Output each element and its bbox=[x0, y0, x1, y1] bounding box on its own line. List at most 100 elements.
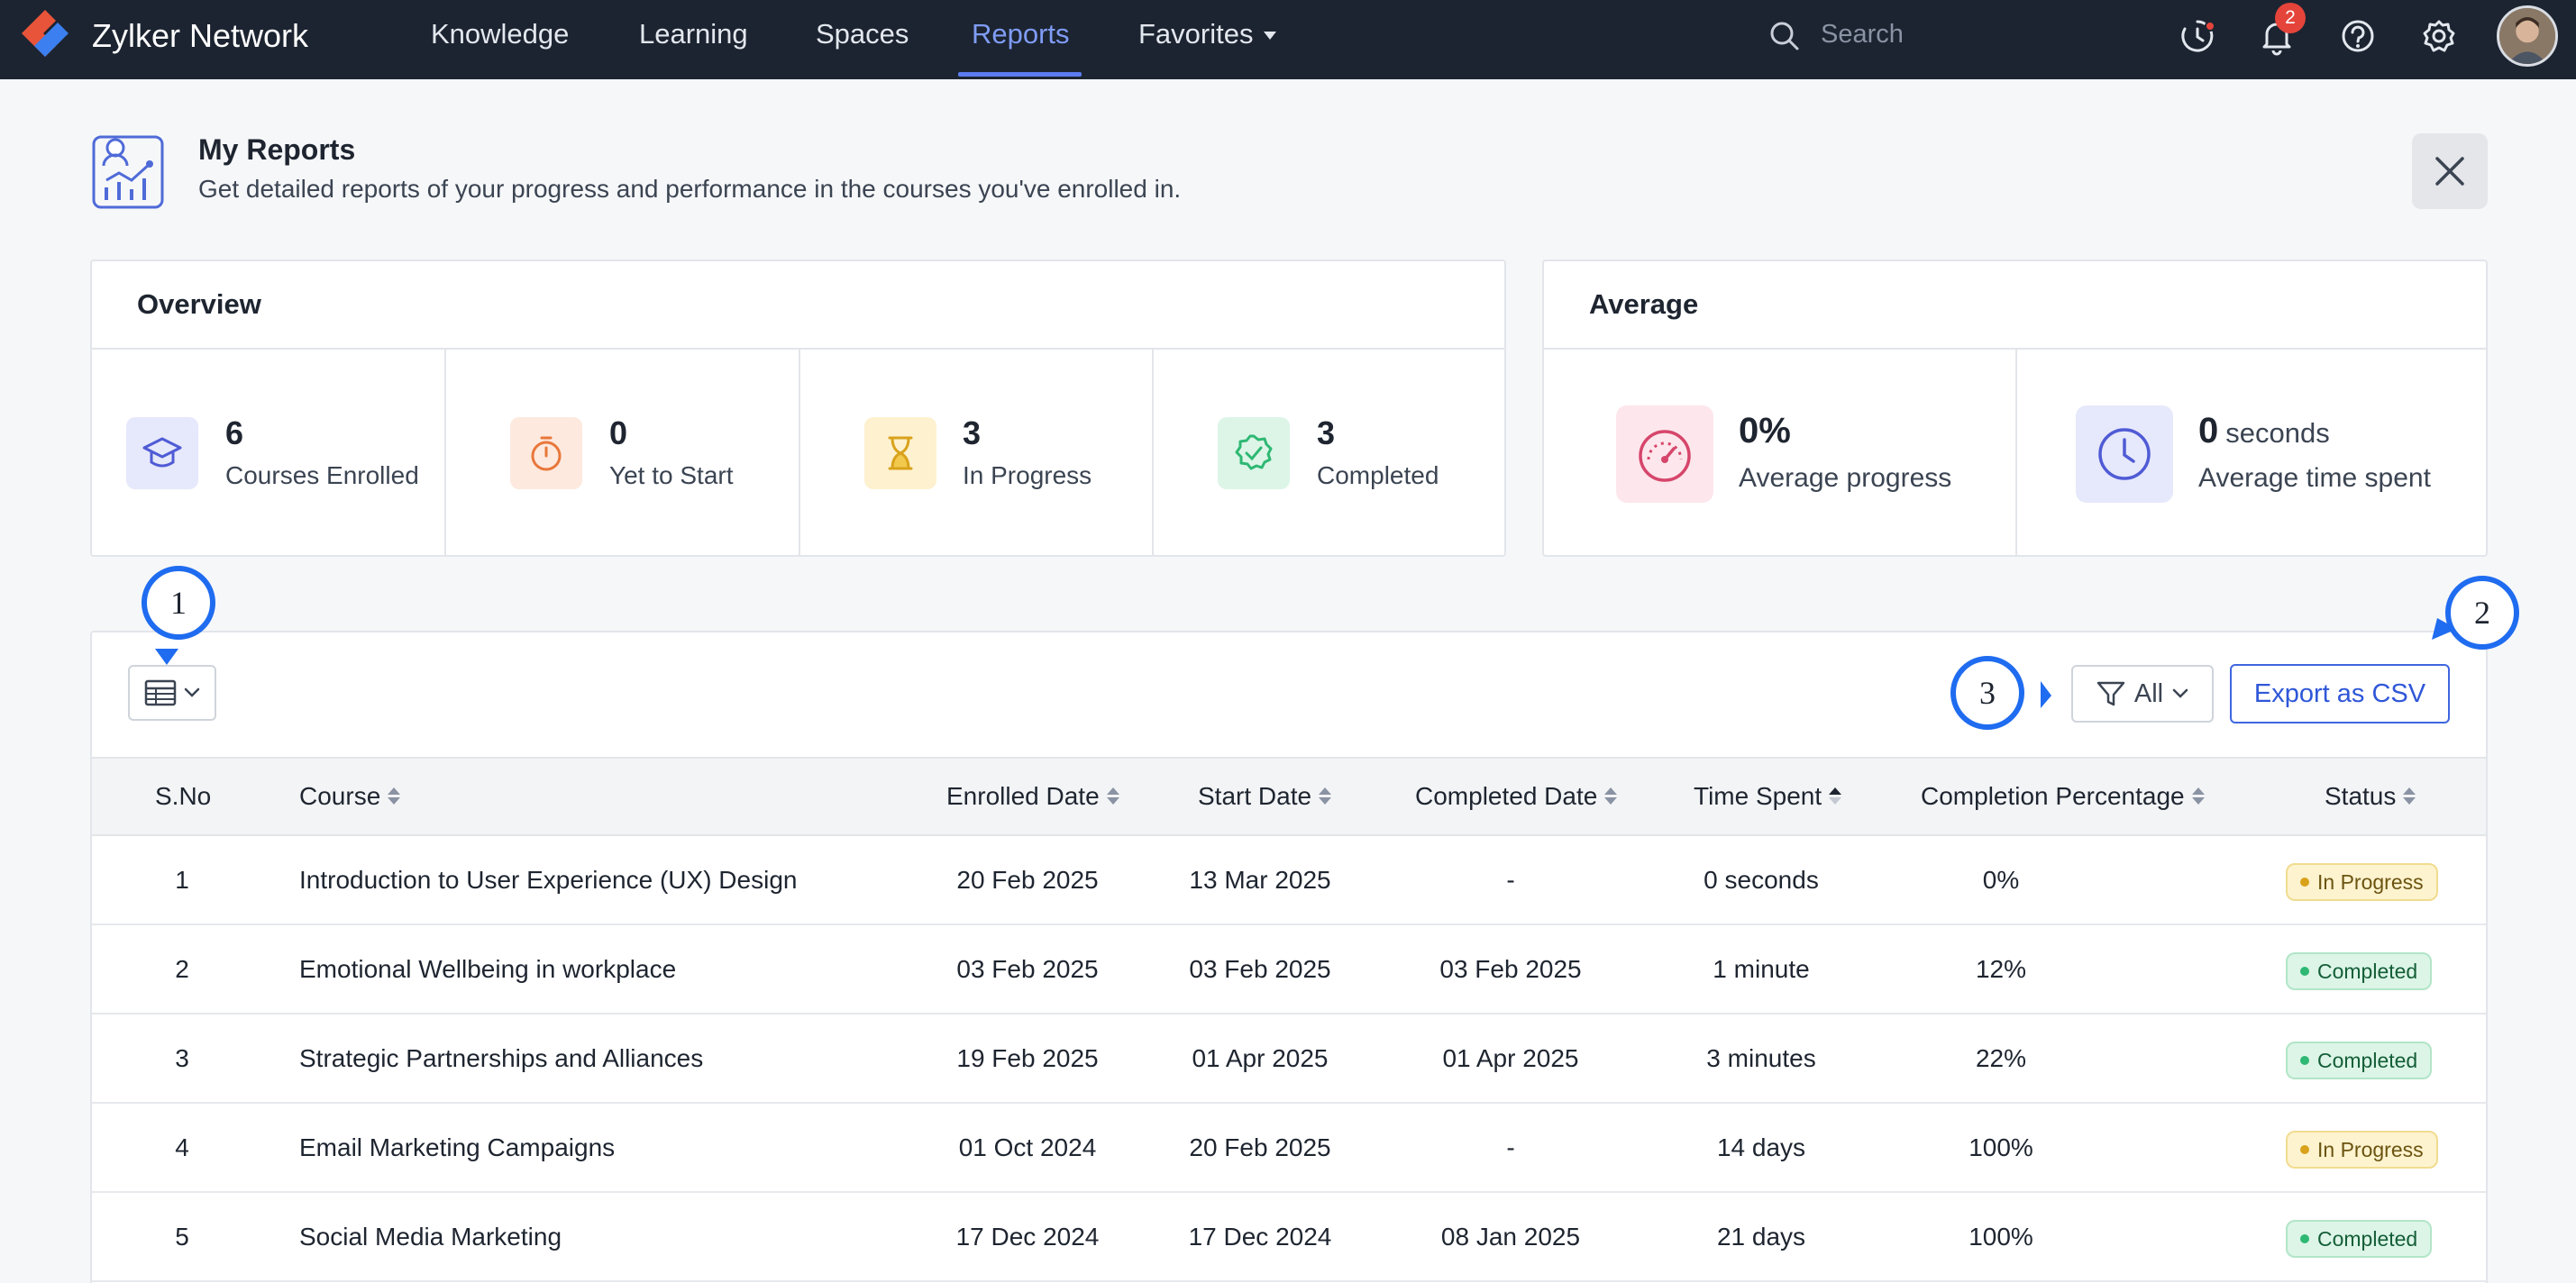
column-status[interactable]: Status bbox=[2325, 759, 2416, 834]
divider bbox=[2015, 350, 2017, 557]
in-progress-label: In Progress bbox=[963, 461, 1092, 489]
column-time-spent[interactable]: Time Spent bbox=[1694, 759, 1842, 834]
active-tab-indicator bbox=[958, 72, 1082, 77]
table-row[interactable]: 1 Introduction to User Experience (UX) D… bbox=[92, 836, 2486, 925]
status-dot bbox=[2300, 1055, 2309, 1065]
cell-enrolled-date: 19 Feb 2025 bbox=[956, 1044, 1099, 1072]
divider bbox=[444, 350, 446, 557]
column-sno[interactable]: S.No bbox=[155, 782, 212, 810]
cell-course[interactable]: Strategic Partnerships and Alliances bbox=[299, 1044, 704, 1072]
column-completion-percentage[interactable]: Completion Percentage bbox=[1921, 759, 2205, 834]
average-progress-label: Average progress bbox=[1739, 463, 1952, 493]
cell-completion-percentage: 100% bbox=[1969, 1133, 2033, 1161]
table-row[interactable]: 5 Social Media Marketing 17 Dec 2024 17 … bbox=[92, 1193, 2486, 1282]
callout-marker-1: 1 bbox=[142, 566, 215, 640]
status-badge: In Progress bbox=[2286, 1131, 2438, 1169]
nav-favorites[interactable]: Favorites bbox=[1138, 0, 1277, 79]
speedometer-icon bbox=[1616, 405, 1713, 503]
notification-badge: 2 bbox=[2275, 3, 2306, 33]
check-badge-icon bbox=[1218, 417, 1290, 489]
divider bbox=[1544, 348, 2486, 350]
average-time-value: 0 seconds bbox=[2198, 411, 2330, 451]
status-label: Completed bbox=[2317, 960, 2418, 983]
cell-time-spent: 0 seconds bbox=[1704, 866, 1819, 894]
cell-time-spent: 14 days bbox=[1716, 1133, 1806, 1161]
completed-count: 3 bbox=[1317, 414, 1336, 451]
average-title: Average bbox=[1589, 288, 1699, 320]
brand[interactable]: Zylker Network bbox=[16, 7, 308, 65]
column-start-label: Start Date bbox=[1198, 782, 1312, 810]
export-csv-button[interactable]: Export as CSV bbox=[2230, 664, 2450, 723]
divider bbox=[799, 350, 800, 557]
cell-course[interactable]: Introduction to User Experience (UX) Des… bbox=[299, 866, 798, 894]
page-subtitle: Get detailed reports of your progress an… bbox=[198, 175, 1182, 203]
cell-start-date: 03 Feb 2025 bbox=[1189, 955, 1331, 983]
close-button[interactable] bbox=[2412, 133, 2488, 209]
status-dot bbox=[2300, 966, 2309, 976]
average-progress-value: 0% bbox=[1739, 411, 1791, 450]
table-row[interactable]: 3 Strategic Partnerships and Alliances 1… bbox=[92, 1015, 2486, 1104]
search-icon[interactable] bbox=[1767, 18, 1803, 54]
cell-sno: 1 bbox=[175, 866, 189, 894]
cell-course[interactable]: Email Marketing Campaigns bbox=[299, 1133, 616, 1161]
table-view-icon bbox=[144, 679, 177, 706]
in-progress-count: 3 bbox=[963, 414, 982, 451]
cell-time-spent: 3 minutes bbox=[1706, 1044, 1816, 1072]
table-row[interactable]: 4 Email Marketing Campaigns 01 Oct 2024 … bbox=[92, 1104, 2486, 1193]
nav-learning[interactable]: Learning bbox=[639, 18, 748, 50]
nav-knowledge[interactable]: Knowledge bbox=[431, 18, 570, 50]
cell-start-date: 17 Dec 2024 bbox=[1188, 1223, 1332, 1251]
status-label: In Progress bbox=[2317, 1138, 2424, 1161]
column-completed-date[interactable]: Completed Date bbox=[1415, 759, 1618, 834]
column-start-date[interactable]: Start Date bbox=[1198, 759, 1332, 834]
status-badge: Completed bbox=[2286, 952, 2433, 990]
search-input[interactable]: Search bbox=[1821, 20, 1904, 49]
filter-icon bbox=[2096, 681, 2125, 706]
column-enrolled-label: Enrolled Date bbox=[946, 782, 1100, 810]
yet-to-start-label: Yet to Start bbox=[609, 461, 734, 489]
cell-course[interactable]: Social Media Marketing bbox=[299, 1223, 562, 1251]
callout-pointer bbox=[2432, 618, 2457, 640]
cell-start-date: 01 Apr 2025 bbox=[1192, 1044, 1329, 1072]
avatar[interactable] bbox=[2497, 5, 2558, 67]
cell-completion-percentage: 22% bbox=[1975, 1044, 2027, 1072]
reports-icon bbox=[92, 135, 164, 209]
cell-enrolled-date: 01 Oct 2024 bbox=[958, 1133, 1097, 1161]
column-enrolled-date[interactable]: Enrolled Date bbox=[946, 759, 1119, 834]
top-navigation-bar: Zylker Network Knowledge Learning Spaces… bbox=[0, 0, 2576, 79]
stopwatch-icon bbox=[510, 417, 582, 489]
cell-time-spent: 1 minute bbox=[1713, 955, 1810, 983]
chevron-down-icon bbox=[1264, 32, 1277, 41]
cell-completion-percentage: 12% bbox=[1975, 955, 2027, 983]
average-panel: Average 0% Average progress 0 seconds Ave… bbox=[1542, 259, 2488, 557]
callout-marker-2: 2 bbox=[2445, 576, 2519, 650]
status-dot bbox=[2300, 877, 2309, 887]
nav-favorites-label: Favorites bbox=[1138, 18, 1254, 50]
table-header: S.No Course Enrolled Date Start Date Com… bbox=[92, 757, 2486, 836]
gear-icon[interactable] bbox=[2419, 16, 2459, 56]
completed-label: Completed bbox=[1317, 461, 1439, 489]
average-time-label: Average time spent bbox=[2198, 463, 2431, 493]
cell-completed-date: - bbox=[1506, 1133, 1515, 1161]
cell-completed-date: - bbox=[1506, 866, 1515, 894]
cell-course[interactable]: Emotional Wellbeing in workplace bbox=[299, 955, 677, 983]
timer-alert-dot bbox=[2205, 21, 2215, 32]
sort-icon bbox=[1319, 787, 1332, 805]
view-switcher-button[interactable] bbox=[128, 665, 216, 721]
cell-completion-percentage: 100% bbox=[1969, 1223, 2033, 1251]
nav-reports[interactable]: Reports bbox=[972, 18, 1070, 50]
status-badge: Completed bbox=[2286, 1042, 2433, 1079]
column-pct-label: Completion Percentage bbox=[1921, 782, 2185, 810]
column-course[interactable]: Course bbox=[299, 759, 401, 834]
chevron-down-icon bbox=[184, 687, 200, 697]
nav-spaces[interactable]: Spaces bbox=[816, 18, 909, 50]
courses-enrolled-label: Courses Enrolled bbox=[225, 461, 419, 489]
cell-sno: 2 bbox=[175, 955, 189, 983]
cell-start-date: 20 Feb 2025 bbox=[1189, 1133, 1331, 1161]
status-filter-dropdown[interactable]: All bbox=[2071, 665, 2214, 723]
column-status-label: Status bbox=[2325, 782, 2397, 810]
chevron-down-icon bbox=[2172, 688, 2188, 698]
overview-title: Overview bbox=[137, 288, 261, 320]
help-icon[interactable] bbox=[2338, 16, 2378, 56]
table-row[interactable]: 2 Emotional Wellbeing in workplace 03 Fe… bbox=[92, 925, 2486, 1015]
